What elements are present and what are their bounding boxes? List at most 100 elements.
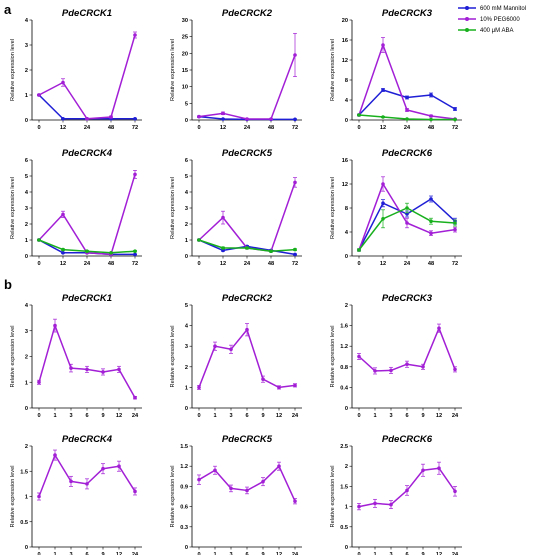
data-point [421,365,425,369]
y-tick-label: 0.9 [180,484,188,490]
y-axis-label: Relative expression level [330,326,336,388]
series-10-peg6000 [37,318,137,400]
y-tick-label: 1 [25,238,28,244]
x-tick-label: 24 [292,552,299,555]
y-tick-label: 0 [25,118,28,124]
y-tick-label: 2 [185,222,188,228]
y-tick-label: 1.2 [340,344,348,350]
y-tick-label: 0 [345,254,348,260]
y-axis-label: Relative expression level [10,466,16,528]
x-tick-label: 24 [132,413,139,419]
x-tick-label: 9 [261,552,264,555]
data-point [37,238,41,242]
y-tick-label: 0 [345,406,348,412]
y-tick-label: 0 [25,254,28,260]
series-10-peg6000 [197,461,297,505]
y-tick-label: 3 [25,206,28,212]
data-point [85,367,89,372]
data-point [133,395,137,400]
x-tick-label: 1 [373,552,376,555]
y-axis-label: Relative expression level [170,326,176,388]
y-tick-label: 4 [25,190,29,196]
data-point [221,215,225,220]
data-point [381,182,385,186]
data-point [421,468,425,473]
legend-label-mannitol: 600 mM Mannitol [480,6,526,12]
y-tick-label: 0.3 [180,525,188,531]
data-point [69,366,73,370]
y-tick-label: 1.5 [20,469,28,475]
series-line [38,324,136,399]
y-tick-label: 1 [25,93,28,99]
y-tick-label: 15 [182,68,188,74]
data-point [245,117,249,121]
x-tick-label: 0 [197,125,200,131]
x-tick-label: 1 [213,413,216,419]
y-axis-label: Relative expression level [170,177,176,239]
chart-title: PdeCRCK2 [222,293,273,304]
data-point [197,238,201,242]
series-10-peg6000 [357,37,457,121]
data-point [293,117,297,122]
x-tick-label: 9 [101,413,104,419]
y-tick-label: 0 [185,545,188,551]
x-tick-label: 3 [389,552,392,555]
x-tick-label: 12 [276,552,282,555]
series-line [38,94,135,120]
x-tick-label: 1 [373,413,376,419]
y-tick-label: 6 [185,158,188,164]
data-point [405,362,409,367]
x-tick-label: 24 [244,261,251,267]
x-tick-label: 12 [60,261,66,267]
data-point [61,116,65,121]
chart-title: PdeCRCK3 [382,8,433,19]
data-point [133,249,137,253]
data-point [133,116,137,121]
x-tick-label: 24 [404,125,411,131]
data-point [405,488,409,493]
legend: 600 mM Mannitol 10% PEG6000 400 μM ABA [458,6,526,34]
series-line [358,44,456,120]
y-tick-label: 0.4 [340,385,349,391]
chart-title: PdeCRCK2 [222,8,273,19]
x-tick-label: 72 [132,125,138,131]
x-tick-label: 12 [60,125,66,131]
data-point [293,383,297,388]
data-point [133,489,137,494]
chart-title: PdeCRCK1 [62,8,112,19]
chart-a-PdeCRCK2: PdeCRCK2 Relative expression level 0 5 10 15 2… [170,8,302,131]
y-tick-label: 1 [185,238,188,244]
series-400-m-aba [37,238,137,255]
data-point [381,43,385,47]
data-point [109,115,113,119]
y-axis-label: Relative expression level [330,177,336,239]
data-point [61,247,65,252]
series-10-peg6000 [197,32,297,121]
x-tick-label: 72 [452,125,458,131]
x-tick-label: 24 [292,413,299,419]
y-tick-label: 4 [345,230,349,236]
series-line [38,174,136,256]
x-tick-label: 0 [37,413,40,419]
x-tick-label: 6 [245,413,248,419]
series-10-peg6000 [197,177,297,253]
x-tick-label: 0 [37,552,40,555]
data-point [197,477,201,482]
data-point [293,499,297,504]
x-tick-label: 12 [220,261,226,267]
y-tick-label: 2 [185,365,188,371]
x-tick-label: 12 [116,552,122,555]
y-tick-label: 1 [25,495,28,501]
data-point [389,368,393,373]
y-tick-label: 2 [25,68,28,74]
data-point [61,80,65,85]
y-tick-label: 4 [185,190,189,196]
series-600-mm-mannitol [37,93,137,121]
x-tick-label: 3 [389,413,392,419]
x-tick-label: 24 [84,261,91,267]
y-tick-label: 1.2 [180,464,188,470]
series-line [198,54,296,120]
data-point [229,347,233,352]
x-tick-label: 3 [229,413,232,419]
